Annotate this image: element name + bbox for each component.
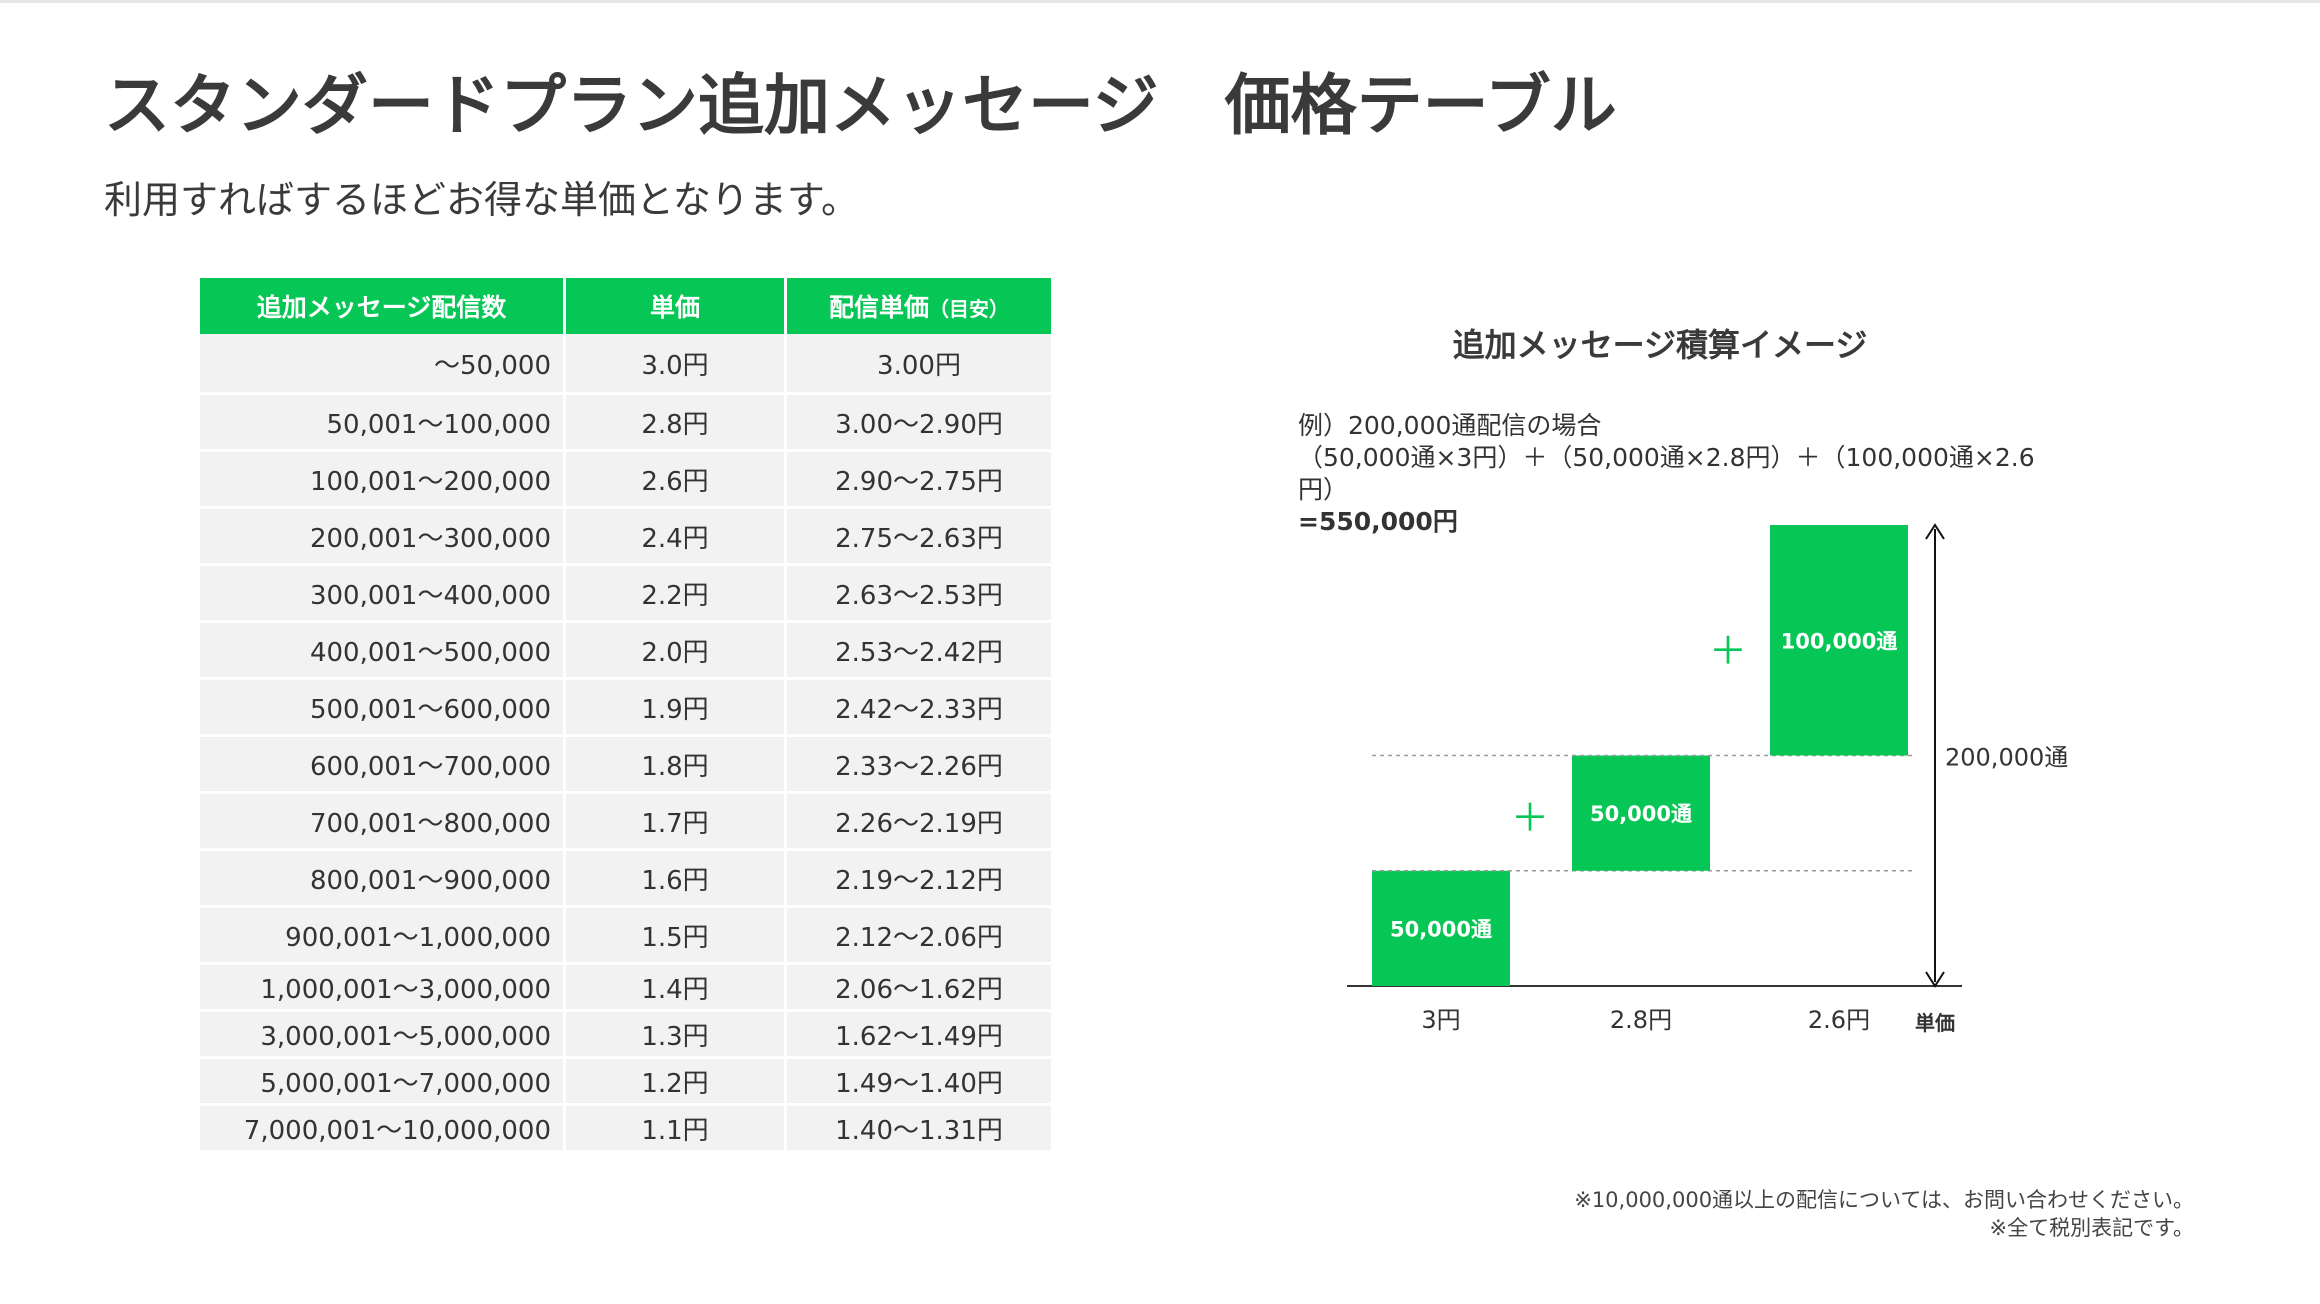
- chart-bar: [1572, 755, 1710, 871]
- x-tick-label: 2.8円: [1610, 1006, 1672, 1034]
- header-delivery-unit-price: 配信単価（目安）: [787, 278, 1051, 334]
- unit-price-cell: 1.7円: [566, 794, 787, 851]
- plus-icon: ＋: [1511, 796, 1549, 840]
- price-table-body: ～50,000 3.0円 3.00円 50,001～100,000 2.8円 3.00～2…: [200, 334, 1051, 1153]
- delivery-unit-price-cell: 2.33～2.26円: [787, 737, 1051, 794]
- message-count-cell: 7,000,001～10,000,000: [200, 1106, 566, 1153]
- delivery-unit-price-cell: 2.19～2.12円: [787, 851, 1051, 908]
- x-axis-label: 単価: [1915, 1011, 1955, 1035]
- header-note: （目安）: [929, 297, 1009, 321]
- unit-price-cell: 2.0円: [566, 623, 787, 680]
- message-count-cell: 200,001～300,000: [200, 509, 566, 566]
- unit-price-cell: 1.8円: [566, 737, 787, 794]
- message-count-cell: 700,001～800,000: [200, 794, 566, 851]
- delivery-unit-price-cell: 1.49～1.40円: [787, 1059, 1051, 1106]
- x-tick-label: 2.6円: [1808, 1006, 1870, 1034]
- table-row: 200,001～300,000 2.4円 2.75～2.63円: [200, 509, 1051, 566]
- bar-value-label: 100,000通: [1781, 629, 1898, 653]
- delivery-unit-price-cell: 2.75～2.63円: [787, 509, 1051, 566]
- bar-value-label: 50,000通: [1590, 802, 1692, 826]
- footnotes: ※10,000,000通以上の配信については、お問い合わせください。 ※全て税別…: [1574, 1186, 2194, 1242]
- chart-bar: [1372, 870, 1510, 986]
- arrow-down-icon: [1925, 971, 1945, 988]
- table-row: 700,001～800,000 1.7円 2.26～2.19円: [200, 794, 1051, 851]
- message-count-cell: 5,000,001～7,000,000: [200, 1059, 566, 1106]
- message-count-cell: 900,001～1,000,000: [200, 908, 566, 965]
- x-tick-label: 3円: [1421, 1006, 1460, 1034]
- message-count-cell: 300,001～400,000: [200, 566, 566, 623]
- table-row: 600,001～700,000 1.8円 2.33～2.26円: [200, 737, 1051, 794]
- example-total: =550,000円: [1298, 507, 1458, 536]
- unit-price-cell: 1.1円: [566, 1106, 787, 1153]
- example-line-3: 円）: [1298, 475, 1349, 504]
- unit-price-cell: 2.2円: [566, 566, 787, 623]
- table-header-row: 追加メッセージ配信数 単価 配信単価（目安）: [200, 278, 1051, 334]
- example-calculation: 例）200,000通配信の場合 （50,000通×3円）＋（50,000通×2.…: [1298, 410, 2078, 538]
- delivery-unit-price-cell: 2.63～2.53円: [787, 566, 1051, 623]
- delivery-unit-price-cell: 3.00円: [787, 334, 1051, 395]
- unit-price-cell: 1.3円: [566, 1012, 787, 1059]
- bar-value-label: 50,000通: [1390, 917, 1492, 941]
- example-line-1: 例）200,000通配信の場合: [1298, 411, 1602, 440]
- unit-price-cell: 2.4円: [566, 509, 787, 566]
- delivery-unit-price-cell: 3.00～2.90円: [787, 395, 1051, 452]
- top-border: [0, 0, 2320, 3]
- arrow-up-icon: [1925, 523, 1945, 540]
- message-count-cell: 3,000,001～5,000,000: [200, 1012, 566, 1059]
- delivery-unit-price-cell: 2.06～1.62円: [787, 965, 1051, 1012]
- message-count-cell: 100,001～200,000: [200, 452, 566, 509]
- page-subtitle: 利用すればするほどお得な単価となります。: [104, 178, 860, 222]
- delivery-unit-price-cell: 1.40～1.31円: [787, 1106, 1051, 1153]
- table-row: 900,001～1,000,000 1.5円 2.12～2.06円: [200, 908, 1051, 965]
- total-label: 200,000通: [1945, 744, 2068, 772]
- unit-price-cell: 1.2円: [566, 1059, 787, 1106]
- table-row: 7,000,001～10,000,000 1.1円 1.40～1.31円: [200, 1106, 1051, 1153]
- message-count-cell: 1,000,001～3,000,000: [200, 965, 566, 1012]
- message-count-cell: 500,001～600,000: [200, 680, 566, 737]
- message-count-cell: 600,001～700,000: [200, 737, 566, 794]
- delivery-unit-price-cell: 2.42～2.33円: [787, 680, 1051, 737]
- chart-title: 追加メッセージ積算イメージ: [1452, 326, 1868, 364]
- plus-icon: ＋: [1709, 629, 1747, 673]
- message-count-cell: ～50,000: [200, 334, 566, 395]
- unit-price-cell: 1.5円: [566, 908, 787, 965]
- price-table: 追加メッセージ配信数 単価 配信単価（目安） ～50,000 3.0円 3.00円 5…: [200, 278, 1051, 1153]
- header-unit-price: 単価: [566, 278, 787, 334]
- table-row: 3,000,001～5,000,000 1.3円 1.62～1.49円: [200, 1012, 1051, 1059]
- unit-price-cell: 1.4円: [566, 965, 787, 1012]
- message-count-cell: 400,001～500,000: [200, 623, 566, 680]
- delivery-unit-price-cell: 2.90～2.75円: [787, 452, 1051, 509]
- table-row: 1,000,001～3,000,000 1.4円 2.06～1.62円: [200, 965, 1051, 1012]
- table-row: 5,000,001～7,000,000 1.2円 1.49～1.40円: [200, 1059, 1051, 1106]
- header-delivery-unit-price-label: 配信単価: [828, 293, 929, 322]
- table-row: 300,001～400,000 2.2円 2.63～2.53円: [200, 566, 1051, 623]
- delivery-unit-price-cell: 2.26～2.19円: [787, 794, 1051, 851]
- table-row: 400,001～500,000 2.0円 2.53～2.42円: [200, 623, 1051, 680]
- delivery-unit-price-cell: 1.62～1.49円: [787, 1012, 1051, 1059]
- footnote-2: ※全て税別表記です。: [1989, 1216, 2195, 1240]
- unit-price-cell: 2.6円: [566, 452, 787, 509]
- message-count-cell: 50,001～100,000: [200, 395, 566, 452]
- header-message-count: 追加メッセージ配信数: [200, 278, 566, 334]
- table-row: 500,001～600,000 1.9円 2.42～2.33円: [200, 680, 1051, 737]
- table-row: 100,001～200,000 2.6円 2.90～2.75円: [200, 452, 1051, 509]
- footnote-1: ※10,000,000通以上の配信については、お問い合わせください。: [1574, 1188, 2194, 1212]
- unit-price-cell: 1.6円: [566, 851, 787, 908]
- page-title: スタンダードプラン追加メッセージ 価格テーブル: [104, 67, 1617, 144]
- unit-price-cell: 1.9円: [566, 680, 787, 737]
- chart-bar: [1770, 525, 1908, 756]
- unit-price-cell: 3.0円: [566, 334, 787, 395]
- delivery-unit-price-cell: 2.53～2.42円: [787, 623, 1051, 680]
- unit-price-cell: 2.8円: [566, 395, 787, 452]
- message-count-cell: 800,001～900,000: [200, 851, 566, 908]
- example-line-2: （50,000通×3円）＋（50,000通×2.8円）＋（100,000通×2.…: [1298, 443, 2035, 472]
- table-row: 50,001～100,000 2.8円 3.00～2.90円: [200, 395, 1051, 452]
- table-row: 800,001～900,000 1.6円 2.19～2.12円: [200, 851, 1051, 908]
- table-row: ～50,000 3.0円 3.00円: [200, 334, 1051, 395]
- delivery-unit-price-cell: 2.12～2.06円: [787, 908, 1051, 965]
